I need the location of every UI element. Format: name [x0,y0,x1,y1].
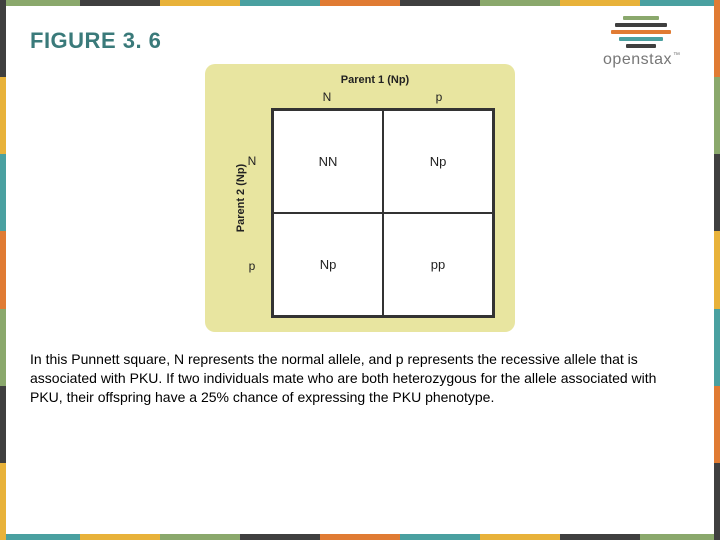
parent1-alleles: N p [271,88,495,108]
border-segment [240,534,320,540]
border-segment [160,534,240,540]
border-segment [480,534,560,540]
punnett-panel: Parent 1 (Np) N p N p NN Np Np pp [205,64,515,332]
border-segment [320,534,400,540]
figure-wrap: Parent 1 (Np) N p N p NN Np Np pp [30,64,690,332]
cell-r0c1: Np [383,110,493,213]
border-segment [0,309,6,386]
border-segment [714,154,720,231]
border-segment [0,231,6,308]
border-segment [0,463,6,540]
border-segment [714,0,720,77]
figure-caption: In this Punnett square, N represents the… [30,350,670,407]
border-segment [400,534,480,540]
content-area: FIGURE 3. 6 Parent 1 (Np) N p N p NN Np [30,20,690,520]
cell-r1c0: Np [273,213,383,316]
border-segment [560,0,640,6]
border-segment [640,0,720,6]
grid-row-wrap: N p NN Np Np pp [233,108,497,318]
border-bottom [0,534,720,540]
border-segment [714,386,720,463]
border-segment [0,0,80,6]
parent1-allele-0: N [271,88,383,108]
border-segment [480,0,560,6]
border-top [0,0,720,6]
border-segment [714,77,720,154]
border-segment [0,154,6,231]
border-segment [0,0,6,77]
border-segment [640,534,720,540]
border-left [0,0,6,540]
border-segment [0,534,80,540]
parent1-label: Parent 1 (Np) [253,74,497,86]
border-segment [400,0,480,6]
border-segment [560,534,640,540]
parent2-label: Parent 2 (Np) [235,164,247,232]
border-segment [0,386,6,463]
border-segment [714,463,720,540]
border-right [714,0,720,540]
cell-r0c0: NN [273,110,383,213]
figure-title: FIGURE 3. 6 [30,28,690,54]
border-segment [160,0,240,6]
slide: openstax™ FIGURE 3. 6 Parent 1 (Np) N p … [0,0,720,540]
cell-r1c1: pp [383,213,493,316]
border-segment [714,309,720,386]
border-segment [0,77,6,154]
punnett-grid: NN Np Np pp [271,108,495,318]
border-segment [320,0,400,6]
border-segment [240,0,320,6]
parent1-allele-1: p [383,88,495,108]
border-segment [714,231,720,308]
border-segment [80,534,160,540]
border-segment [80,0,160,6]
